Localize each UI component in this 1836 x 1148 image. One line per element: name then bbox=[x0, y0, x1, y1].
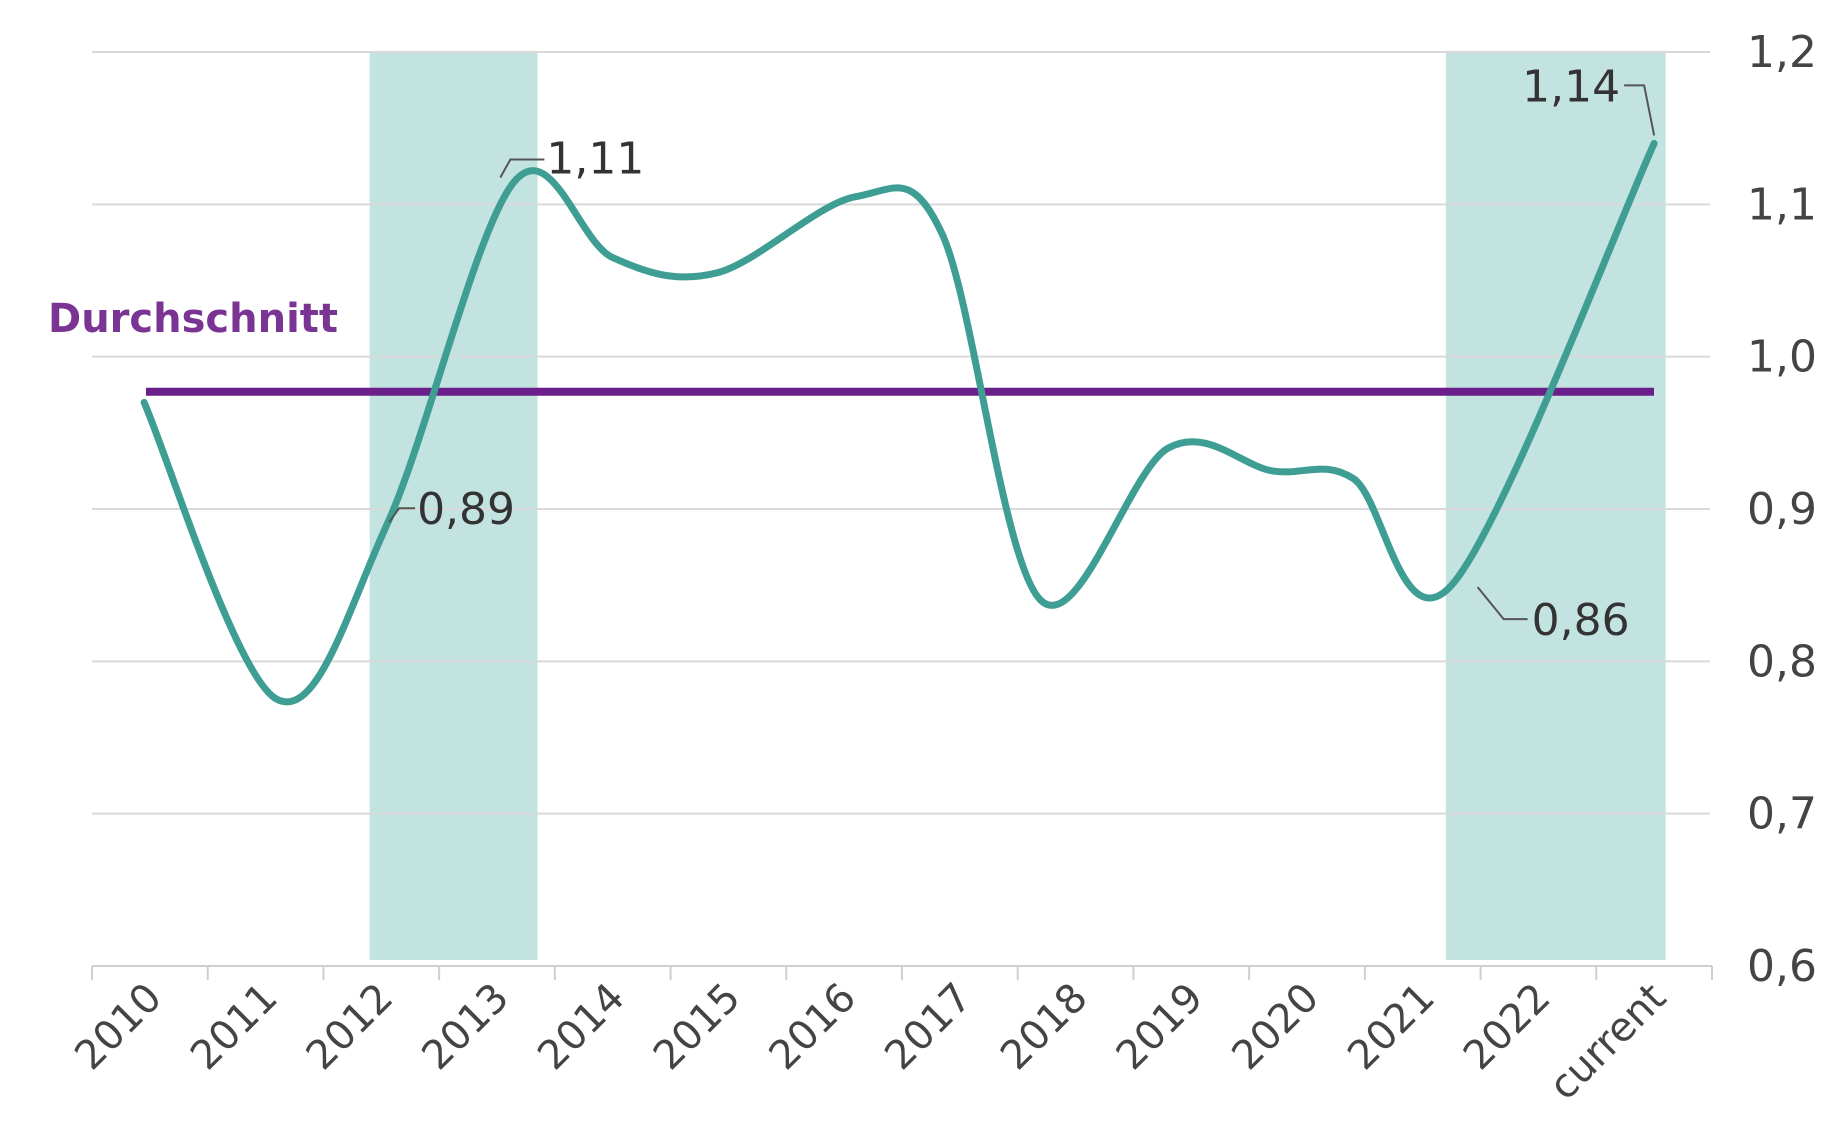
x-tick-label: 2014 bbox=[529, 975, 634, 1080]
x-tick-label: 2011 bbox=[182, 975, 287, 1080]
y-tick-label: 1,0 bbox=[1747, 332, 1817, 383]
annotation-leader bbox=[499, 158, 545, 178]
annotation-leader bbox=[1624, 84, 1656, 136]
y-tick-label: 0,6 bbox=[1747, 941, 1817, 992]
x-tick-label: 2017 bbox=[876, 975, 981, 1080]
series-group bbox=[140, 139, 1658, 706]
y-tick-label: 0,8 bbox=[1747, 636, 1817, 687]
y-tick-label: 0,7 bbox=[1747, 789, 1817, 840]
y-tick-label: 1,1 bbox=[1747, 179, 1817, 230]
x-tick-label: 2019 bbox=[1108, 975, 1213, 1080]
average-line-group: Durchschnitt bbox=[48, 296, 1654, 396]
y-tick-label: 1,2 bbox=[1747, 27, 1817, 78]
data-label: 0,86 bbox=[1532, 595, 1630, 646]
annotation-leader bbox=[1476, 586, 1528, 621]
gridlines bbox=[92, 51, 1710, 815]
x-axis: 2010 2011 2012 2013 2014 2015 2016 2017 2018 2019… bbox=[66, 966, 1713, 1110]
x-tick-label: 2022 bbox=[1455, 975, 1560, 1080]
x-tick-label: 2018 bbox=[992, 975, 1097, 1080]
y-tick-label: 0,9 bbox=[1747, 484, 1817, 535]
data-label: 1,14 bbox=[1522, 61, 1620, 112]
series-line-1 bbox=[140, 139, 1658, 706]
x-tick-label: 2010 bbox=[66, 975, 171, 1080]
x-tick-label: 2015 bbox=[645, 975, 750, 1080]
x-tick-label: current bbox=[1541, 975, 1676, 1110]
y-axis: 0,6 0,7 0,8 0,9 1,0 1,1 1,2 bbox=[1747, 27, 1817, 992]
highlight-bands bbox=[369, 52, 1666, 960]
x-tick-label: 2012 bbox=[298, 975, 403, 1080]
data-label: 1,11 bbox=[546, 133, 644, 184]
annotation-leader bbox=[388, 507, 416, 523]
data-label: 0,89 bbox=[417, 484, 515, 535]
average-label: Durchschnitt bbox=[48, 296, 338, 342]
x-tick-label: 2013 bbox=[413, 975, 518, 1080]
x-tick-label: 2016 bbox=[761, 975, 866, 1080]
x-tick-label: 2021 bbox=[1339, 975, 1444, 1080]
data-annotations: 1,11 0,89 1,14 0,86 bbox=[388, 61, 1656, 646]
x-tick-label: 2020 bbox=[1223, 975, 1328, 1080]
